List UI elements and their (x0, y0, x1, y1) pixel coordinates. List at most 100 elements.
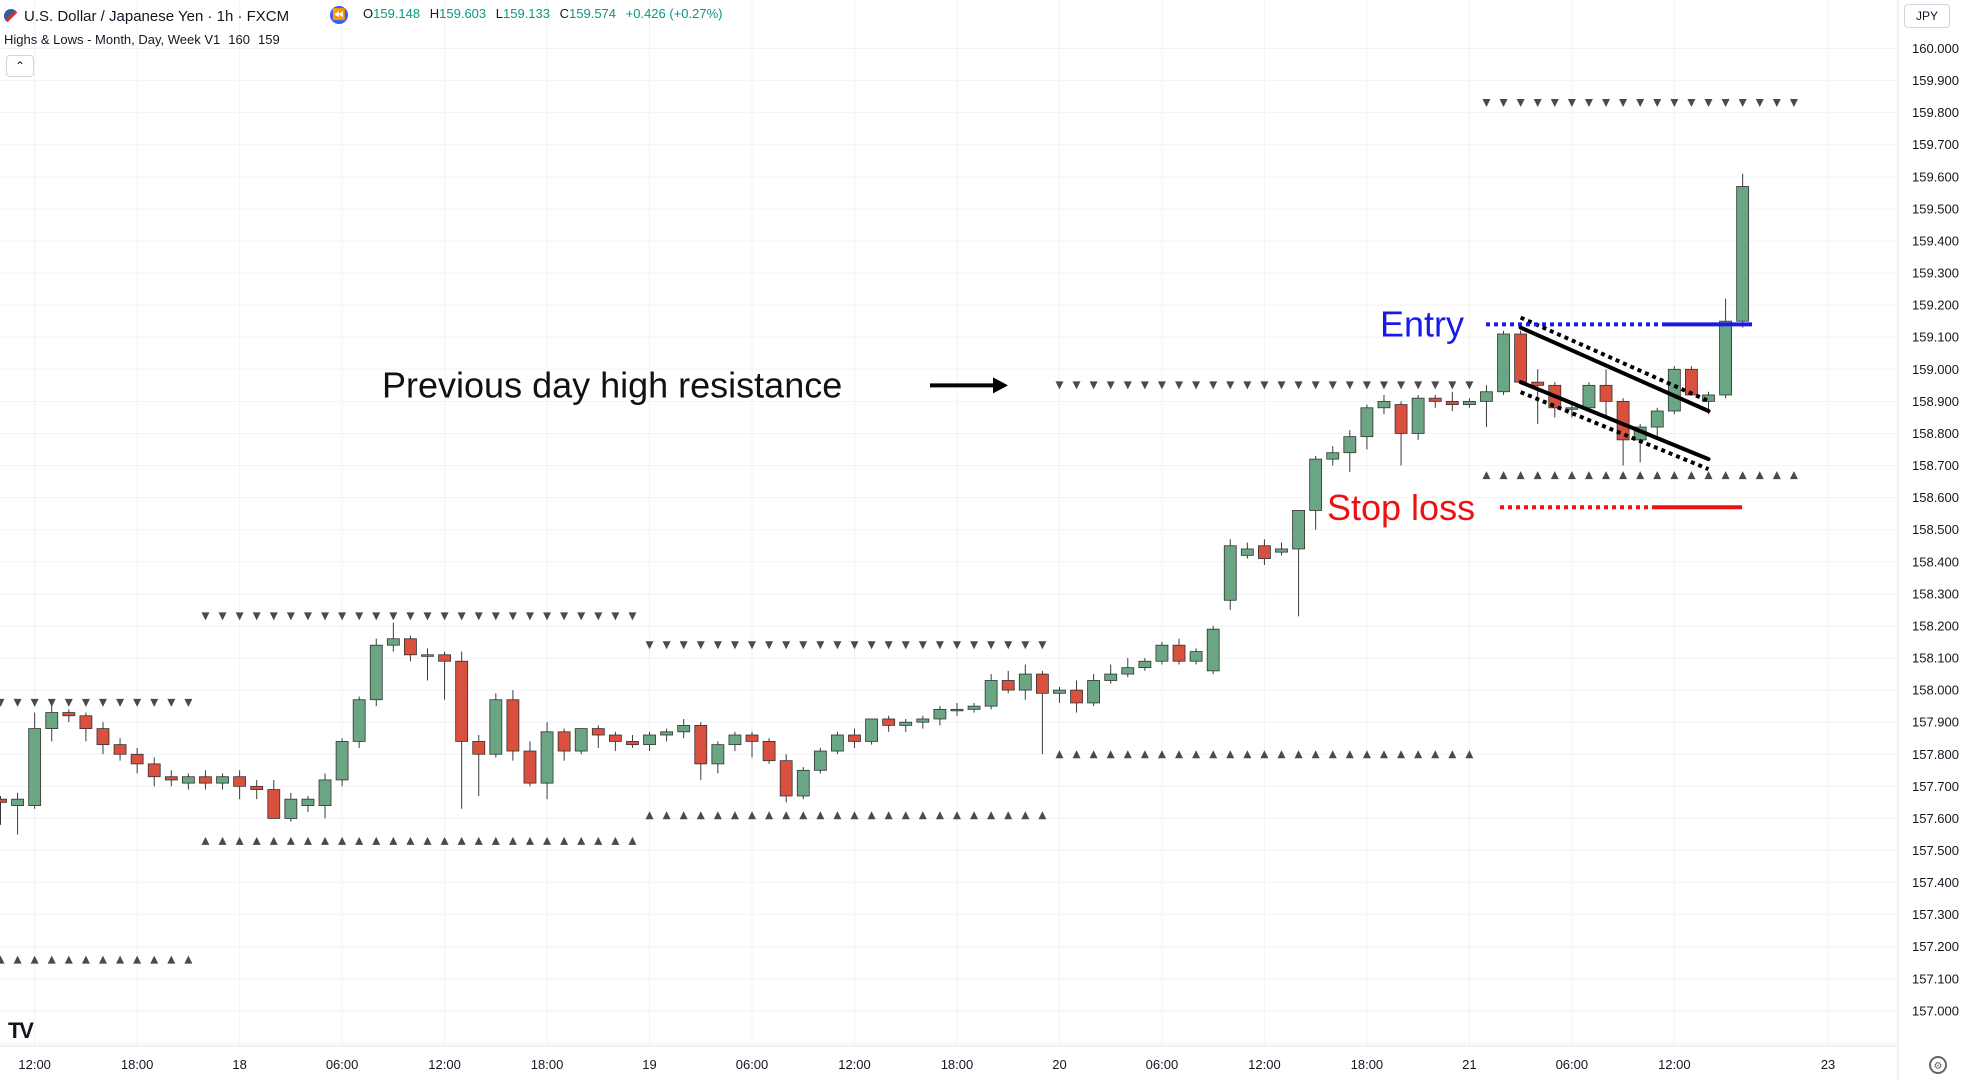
level-low-marker (713, 811, 722, 820)
candle-body (216, 776, 229, 784)
level-low-marker (1089, 750, 1098, 759)
level-low-marker (577, 836, 586, 845)
level-low-marker (184, 955, 193, 964)
symbol-title[interactable]: U.S. Dollar / Japanese Yen · 1h · FXCM (24, 7, 290, 25)
symbol-header: U.S. Dollar / Japanese Yen · 1h · FXCM (4, 4, 289, 28)
level-low-marker (201, 836, 210, 845)
level-high-marker (1721, 99, 1730, 108)
candle-body (199, 776, 212, 784)
candle-body (540, 731, 554, 784)
level-high-marker (303, 612, 312, 621)
candle-body (1360, 407, 1374, 438)
level-high-marker (577, 612, 586, 621)
level-low-marker (1004, 811, 1013, 820)
candle-body (1702, 394, 1715, 402)
candle-body (1445, 400, 1459, 405)
indicator-legend[interactable]: Highs & Lows - Month, Day, Week V1 160 159 (4, 32, 288, 47)
indicator-value-2: 159 (257, 32, 280, 47)
level-low-marker (833, 811, 842, 820)
level-low-marker (1465, 750, 1474, 759)
level-low-marker (47, 955, 56, 964)
level-high-marker (782, 641, 791, 650)
level-low-marker (628, 836, 637, 845)
level-low-marker (1721, 471, 1730, 480)
level-high-marker (457, 612, 466, 621)
candle-body (79, 715, 93, 729)
rewind-icon[interactable]: ⏪ (330, 6, 348, 24)
high-value: 159.603 (439, 6, 487, 21)
level-low-marker (1140, 750, 1149, 759)
candle-body (950, 708, 964, 712)
candle-body (1411, 397, 1425, 434)
candle-body (711, 744, 725, 765)
candle-body (1394, 404, 1408, 434)
level-low-marker (167, 955, 176, 964)
x-tick-label: 12:00 (18, 1057, 51, 1072)
candle-body (250, 785, 264, 790)
level-low-marker (1567, 471, 1576, 480)
level-high-marker (748, 641, 757, 650)
candle-body (1070, 689, 1083, 704)
x-tick-label: 06:00 (736, 1057, 769, 1072)
level-low-marker (269, 836, 278, 845)
candle-body (1053, 689, 1066, 694)
level-high-marker (1465, 381, 1474, 390)
collapse-legend-button[interactable]: ⌃ (6, 55, 34, 77)
level-high-marker (64, 698, 73, 707)
level-high-marker (1123, 381, 1132, 390)
y-tick-label: 157.500 (1912, 843, 1959, 858)
candle-body (11, 798, 24, 806)
chevron-up-icon: ⌃ (14, 59, 26, 73)
level-low-marker (748, 811, 757, 820)
level-low-marker (81, 955, 90, 964)
level-high-marker (0, 698, 5, 707)
y-tick-label: 159.300 (1912, 266, 1959, 281)
level-high-marker (525, 612, 534, 621)
candle-body (933, 708, 947, 720)
level-low-marker (799, 811, 808, 820)
level-high-marker (1482, 99, 1491, 108)
candle-body (335, 741, 349, 781)
candle-body (421, 654, 434, 657)
candle-body (233, 776, 247, 787)
level-low-marker (1499, 471, 1508, 480)
level-low-marker (0, 955, 5, 964)
level-high-marker (98, 698, 107, 707)
candle-body (745, 734, 759, 742)
candle-body (1343, 436, 1357, 454)
candle-body (1138, 660, 1152, 669)
gear-icon[interactable]: ⚙ (1929, 1056, 1947, 1074)
y-tick-label: 158.800 (1912, 426, 1959, 441)
indicator-name: Highs & Lows - Month, Day, Week V1 (4, 32, 221, 47)
x-tick-label: 18 (232, 1057, 246, 1072)
level-low-marker (1431, 750, 1440, 759)
y-tick-label: 157.900 (1912, 715, 1959, 730)
y-tick-label: 160.000 (1912, 41, 1959, 56)
candle-body (267, 789, 281, 819)
candle-body (899, 721, 913, 726)
level-low-marker (150, 955, 159, 964)
level-high-marker (679, 641, 688, 650)
x-tick-label: 06:00 (1146, 1057, 1179, 1072)
y-tick-label: 157.100 (1912, 971, 1959, 986)
level-high-marker (1567, 99, 1576, 108)
currency-button[interactable]: JPY (1904, 4, 1950, 28)
candle-body (506, 699, 520, 752)
level-low-marker (389, 836, 398, 845)
tradingview-logo[interactable]: T V (8, 1018, 34, 1043)
channel-lower-line (1518, 380, 1711, 462)
level-low-marker (1379, 750, 1388, 759)
channel-upper-line-dotted (1519, 315, 1710, 403)
close-label: C (559, 6, 570, 21)
indicator-value-1: 160 (228, 32, 250, 47)
level-high-marker (867, 641, 876, 650)
candle-body (626, 741, 639, 746)
candle-body (96, 728, 110, 746)
level-high-marker (389, 612, 398, 621)
level-high-marker (1499, 99, 1508, 108)
level-high-marker (321, 612, 330, 621)
level-high-marker (13, 698, 22, 707)
y-tick-label: 158.700 (1912, 458, 1959, 473)
